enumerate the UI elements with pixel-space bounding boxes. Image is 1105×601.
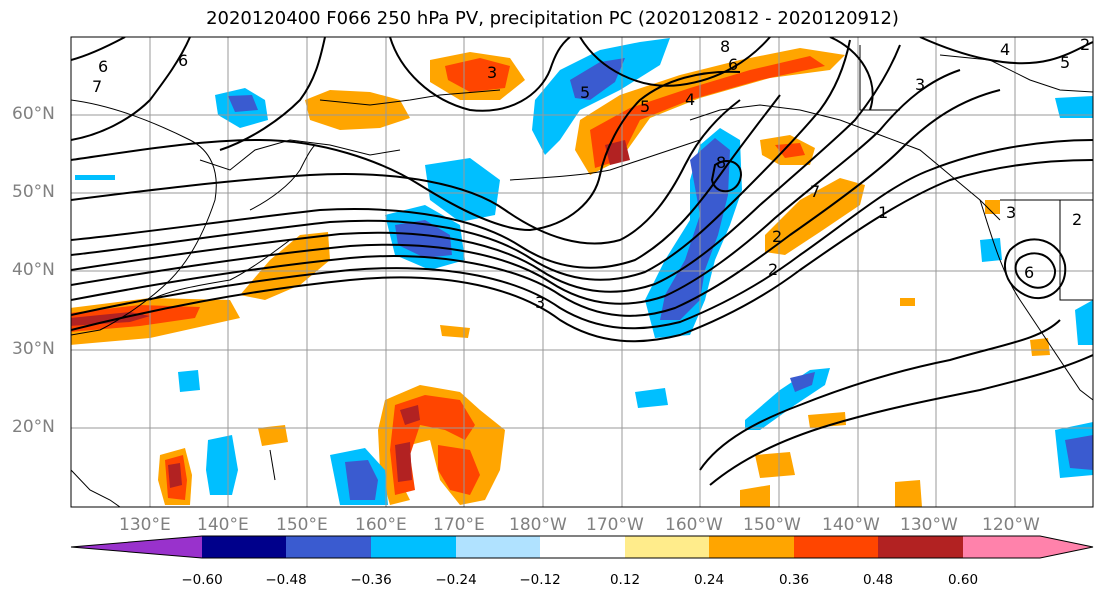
coastlines: [71, 45, 1093, 507]
contour-label: 6: [178, 51, 188, 70]
lat-label: 50°N: [12, 182, 55, 202]
lat-label: 40°N: [12, 260, 55, 280]
lon-label: 170°W: [586, 515, 644, 535]
contour-label: 4: [1000, 40, 1010, 59]
colorbar-outline: [70, 535, 1094, 559]
colorbar-cell: [540, 536, 625, 558]
contour-label: 6: [98, 57, 108, 76]
lat-label: 20°N: [12, 417, 55, 437]
lat-label: 30°N: [12, 339, 55, 359]
colorbar-cell: [456, 536, 540, 558]
lon-label: 160°E: [355, 515, 407, 535]
colorbar-cell: [371, 536, 456, 558]
lon-label: 180°W: [509, 515, 567, 535]
contour-label: 4: [685, 90, 695, 109]
colorbar-tick-label: 0.60: [947, 572, 979, 588]
colorbar-tick-label: 0.24: [693, 572, 725, 588]
contour-label: 3: [915, 75, 925, 94]
colorbar-tick-label: 0.12: [609, 572, 641, 588]
colorbar-cell: [202, 536, 286, 558]
colorbar-cell: [71, 536, 202, 558]
contour-label: 3: [1006, 203, 1016, 222]
contour-label: 5: [640, 97, 650, 116]
contour-label: 2: [1080, 35, 1090, 54]
lon-label: 150°E: [276, 515, 328, 535]
lon-label: 140°E: [197, 515, 249, 535]
contour-label: 7: [92, 77, 102, 96]
colorbar-cell: [709, 536, 794, 558]
colorbar-tick-label: −0.48: [265, 572, 307, 588]
contour-label: 1: [878, 203, 888, 222]
colorbar-cell: [286, 536, 371, 558]
contour-label: 6: [728, 55, 738, 74]
contour-label: 5: [1060, 53, 1070, 72]
colorbar-cell: [625, 536, 709, 558]
colorbar-tick-label: −0.36: [350, 572, 392, 588]
contour-label: 3: [535, 293, 545, 312]
colorbar-cell: [878, 536, 963, 558]
contour-label: 2: [768, 260, 778, 279]
pv-contours: [71, 37, 1093, 486]
map-title: 2020120400 F066 250 hPa PV, precipitatio…: [206, 8, 899, 29]
contour-label: 6: [1024, 263, 1034, 282]
map-frame: [70, 36, 1094, 508]
lat-label: 60°N: [12, 104, 55, 124]
colorbar-cell: [794, 536, 878, 558]
colorbar-tick-label: −0.12: [519, 572, 561, 588]
contour-label: 8: [720, 37, 730, 56]
contour-label: 7: [810, 182, 820, 201]
lon-label: 140°W: [822, 515, 880, 535]
colorbar-cell: [1040, 536, 1093, 558]
colorbar-tick-label: −0.60: [181, 572, 223, 588]
colorbar-tick-label: −0.24: [435, 572, 477, 588]
contour-labels: 6 6 7 3 5 8 6 5 4 3 8 7 1 2 3 2 6 4 5 2 …: [92, 35, 1090, 312]
lon-label: 150°W: [743, 515, 801, 535]
lon-label: 120°W: [982, 515, 1040, 535]
colorbar-cell: [963, 536, 1040, 558]
shading-layer: 6 6 7 3 5 8 6 5 4 3 8 7 1 2 3 2 6 4 5 2 …: [71, 35, 1093, 507]
colorbar-tick-label: 0.48: [862, 572, 894, 588]
lon-label: 160°W: [665, 515, 723, 535]
lon-label: 130°E: [119, 515, 171, 535]
colorbar-tick-label: 0.36: [778, 572, 810, 588]
contour-label: 2: [1072, 210, 1082, 229]
lon-label: 130°W: [900, 515, 958, 535]
contour-label: 8: [716, 153, 726, 172]
contour-label: 2: [772, 227, 782, 246]
contour-label: 5: [580, 83, 590, 102]
contour-label: 3: [487, 63, 497, 82]
lon-label: 170°E: [433, 515, 485, 535]
